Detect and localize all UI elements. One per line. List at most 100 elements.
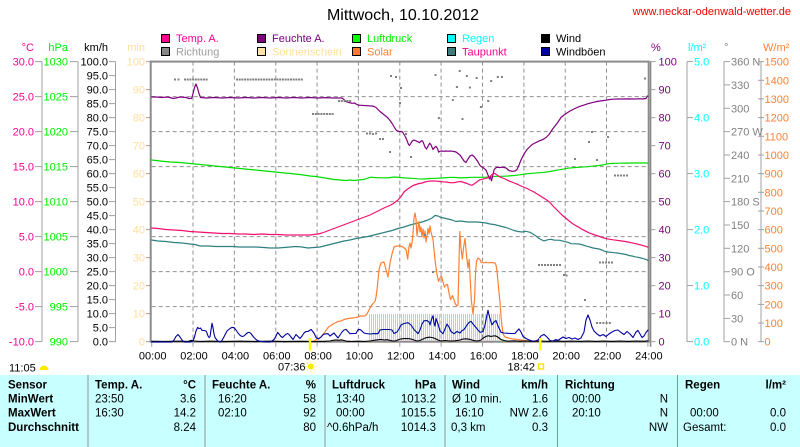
- svg-text:500: 500: [765, 243, 783, 255]
- svg-text:50: 50: [659, 197, 671, 209]
- svg-text:100: 100: [127, 57, 145, 69]
- svg-text:02:10: 02:10: [218, 408, 247, 420]
- svg-text:70.0: 70.0: [87, 141, 108, 153]
- svg-text:1015: 1015: [44, 162, 68, 174]
- svg-text:Wind: Wind: [452, 380, 480, 392]
- svg-text:1013.2: 1013.2: [401, 394, 436, 406]
- svg-text:Solar: Solar: [367, 47, 393, 59]
- svg-text:22:00: 22:00: [594, 351, 622, 363]
- svg-text:10:00: 10:00: [346, 351, 374, 363]
- svg-text:90: 90: [133, 85, 145, 97]
- svg-text:Luftdruck: Luftdruck: [367, 33, 413, 45]
- svg-text:4.0: 4.0: [694, 113, 709, 125]
- svg-text:1015.5: 1015.5: [401, 408, 436, 420]
- svg-text:30.0: 30.0: [13, 57, 34, 69]
- svg-text:11:05: 11:05: [9, 363, 36, 375]
- svg-text:-10.0: -10.0: [9, 337, 34, 349]
- svg-text:°C: °C: [183, 380, 196, 392]
- svg-text:16:10: 16:10: [455, 408, 484, 420]
- svg-text:1010: 1010: [44, 197, 68, 209]
- svg-text:23:50: 23:50: [95, 394, 124, 406]
- svg-text:Feuchte A.: Feuchte A.: [212, 380, 270, 392]
- svg-text:30: 30: [133, 253, 145, 265]
- svg-text:995: 995: [50, 302, 68, 314]
- svg-text:km/h: km/h: [84, 42, 108, 54]
- svg-text:45.0: 45.0: [87, 211, 108, 223]
- svg-text:92: 92: [303, 408, 316, 420]
- svg-text:km/h: km/h: [521, 380, 548, 392]
- svg-text:1030: 1030: [44, 57, 68, 69]
- svg-text:1.6: 1.6: [532, 394, 548, 406]
- svg-text:Durchschnitt: Durchschnitt: [8, 422, 79, 434]
- svg-text:1025: 1025: [44, 92, 68, 104]
- svg-text:hPa: hPa: [48, 42, 68, 54]
- svg-text:Gesamt:: Gesamt:: [683, 422, 726, 434]
- svg-text:60: 60: [133, 169, 145, 181]
- svg-text:1020: 1020: [44, 127, 68, 139]
- svg-text:1000: 1000: [765, 150, 789, 162]
- svg-text:Feuchte A.: Feuchte A.: [272, 33, 325, 45]
- svg-text:^0.6hPa/h: ^0.6hPa/h: [327, 422, 378, 434]
- svg-text:NW: NW: [649, 422, 668, 434]
- svg-text:60: 60: [731, 290, 743, 302]
- svg-text:25.0: 25.0: [87, 267, 108, 279]
- svg-text:20: 20: [133, 281, 145, 293]
- svg-text:50: 50: [133, 197, 145, 209]
- svg-text:210: 210: [731, 173, 749, 185]
- svg-text:180 S: 180 S: [731, 197, 760, 209]
- svg-text:Richtung: Richtung: [176, 47, 219, 59]
- svg-text:1400: 1400: [765, 75, 789, 87]
- svg-text:MaxWert: MaxWert: [8, 408, 56, 420]
- svg-text:30: 30: [731, 313, 743, 325]
- svg-text:100.0: 100.0: [80, 57, 108, 69]
- svg-text:16:30: 16:30: [95, 408, 124, 420]
- svg-text:15.0: 15.0: [87, 295, 108, 307]
- svg-text:Temp. A.: Temp. A.: [95, 380, 142, 392]
- svg-text:0.0: 0.0: [93, 337, 108, 349]
- svg-text:%: %: [651, 42, 661, 54]
- svg-text:18:00: 18:00: [511, 351, 539, 363]
- svg-text:85.0: 85.0: [87, 99, 108, 111]
- svg-text:60.0: 60.0: [87, 169, 108, 181]
- svg-text:1500: 1500: [765, 57, 789, 69]
- svg-text:10: 10: [659, 309, 671, 321]
- svg-text:07:36: 07:36: [278, 362, 306, 374]
- svg-text:5.0: 5.0: [93, 323, 108, 335]
- svg-text:270 W: 270 W: [731, 127, 763, 139]
- svg-text:80: 80: [133, 113, 145, 125]
- svg-text:00:00: 00:00: [139, 351, 167, 363]
- svg-text:0.0: 0.0: [770, 422, 786, 434]
- svg-text:°C: °C: [22, 42, 34, 54]
- svg-text:00:00: 00:00: [336, 408, 365, 420]
- svg-text:95.0: 95.0: [87, 71, 108, 83]
- svg-text:16:00: 16:00: [470, 351, 498, 363]
- svg-text:16:20: 16:20: [218, 394, 247, 406]
- svg-text:www.neckar-odenwald-wetter.de: www.neckar-odenwald-wetter.de: [632, 6, 791, 18]
- svg-text:18:42: 18:42: [507, 362, 535, 374]
- svg-text:200: 200: [765, 299, 783, 311]
- svg-text:25.0: 25.0: [13, 92, 34, 104]
- svg-text:240: 240: [731, 150, 749, 162]
- svg-text:Temp. A.: Temp. A.: [176, 33, 219, 45]
- svg-text:Regen: Regen: [685, 380, 720, 392]
- svg-text:04:00: 04:00: [222, 351, 250, 363]
- svg-text:600: 600: [765, 225, 783, 237]
- svg-text:400: 400: [765, 262, 783, 274]
- svg-text:20.0: 20.0: [13, 127, 34, 139]
- svg-text:700: 700: [765, 206, 783, 218]
- svg-text:5.0: 5.0: [694, 57, 709, 69]
- svg-text:90.0: 90.0: [87, 85, 108, 97]
- svg-text:06:00: 06:00: [263, 351, 291, 363]
- svg-text:N: N: [660, 408, 668, 420]
- svg-text:00:00: 00:00: [572, 394, 601, 406]
- svg-text:Mittwoch, 10.10.2012: Mittwoch, 10.10.2012: [327, 7, 479, 24]
- svg-text:°: °: [724, 42, 728, 54]
- svg-text:hPa: hPa: [415, 380, 437, 392]
- svg-text:20:00: 20:00: [552, 351, 580, 363]
- svg-text:360 N: 360 N: [731, 57, 760, 69]
- svg-text:02:00: 02:00: [180, 351, 208, 363]
- svg-text:Sensor: Sensor: [8, 380, 48, 392]
- svg-text:13:40: 13:40: [336, 394, 365, 406]
- svg-text:1100: 1100: [765, 131, 789, 143]
- svg-text:60: 60: [659, 169, 671, 181]
